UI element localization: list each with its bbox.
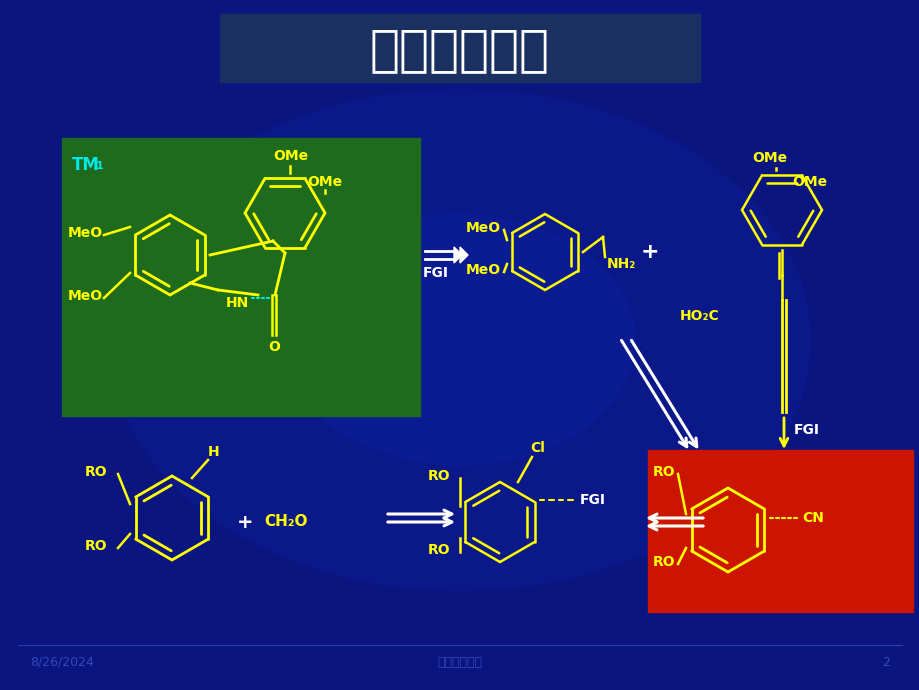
Text: CN: CN (801, 511, 823, 525)
Text: 1: 1 (96, 161, 104, 171)
Text: NH₂: NH₂ (607, 257, 636, 271)
Text: TM: TM (72, 156, 100, 174)
Ellipse shape (110, 90, 809, 590)
Bar (647, 450, 912, 612)
Text: FGI: FGI (793, 423, 819, 437)
Ellipse shape (285, 215, 634, 465)
Text: MeO: MeO (68, 226, 103, 240)
Text: 综合练习讲解: 综合练习讲解 (369, 26, 550, 74)
Text: HN: HN (226, 296, 249, 310)
Text: RO: RO (427, 469, 450, 483)
Polygon shape (460, 247, 468, 263)
Polygon shape (453, 247, 461, 263)
Text: MeO: MeO (68, 289, 103, 303)
Bar (62, 138, 420, 416)
Text: MeO: MeO (466, 221, 501, 235)
Text: MeO: MeO (466, 263, 501, 277)
Text: RO: RO (652, 555, 675, 569)
Text: 8/26/2024: 8/26/2024 (30, 656, 94, 669)
Text: 2: 2 (881, 656, 889, 669)
Text: O: O (267, 340, 279, 354)
Text: H: H (208, 445, 220, 459)
Text: OMe: OMe (791, 175, 826, 189)
Text: OMe: OMe (751, 151, 787, 165)
Text: CH₂O: CH₂O (264, 515, 307, 529)
Text: FGI: FGI (423, 266, 448, 280)
Text: OMe: OMe (307, 175, 342, 189)
Text: RO: RO (85, 539, 108, 553)
Text: RO: RO (652, 465, 675, 479)
Text: RO: RO (427, 543, 450, 557)
Text: +: + (236, 513, 253, 531)
Text: HO₂C: HO₂C (679, 309, 719, 323)
Text: 基团切断教案: 基团切断教案 (437, 656, 482, 669)
Text: RO: RO (85, 465, 108, 479)
Text: Cl: Cl (529, 441, 544, 455)
Text: +: + (640, 242, 659, 262)
Text: OMe: OMe (273, 149, 308, 163)
Bar (220, 14, 699, 82)
Text: FGI: FGI (579, 493, 606, 507)
